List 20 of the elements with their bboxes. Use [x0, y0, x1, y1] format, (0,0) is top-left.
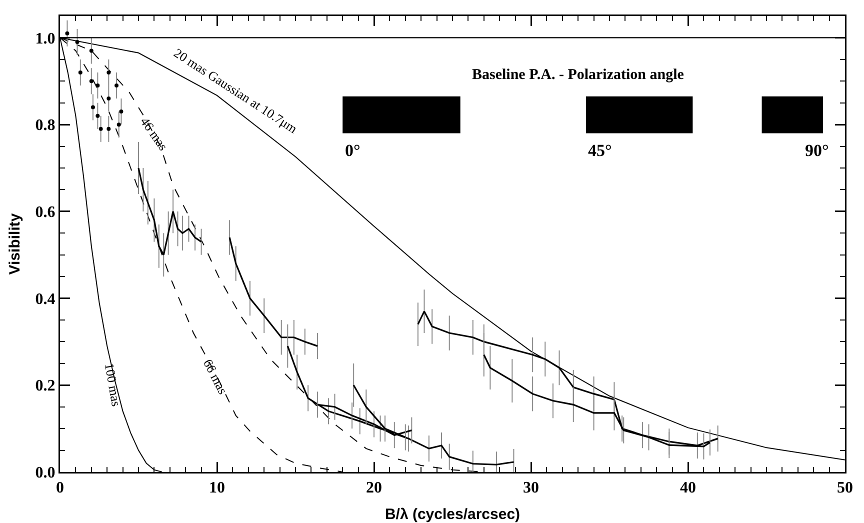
x-tick-label: 30	[523, 480, 539, 497]
y-tick-label: 0.8	[35, 117, 56, 134]
x-axis-title: B/λ (cycles/arcsec)	[384, 506, 520, 523]
y-tick-label: 0.6	[35, 204, 56, 222]
x-tick-label: 20	[366, 480, 382, 497]
y-tick-label: 0.4	[35, 290, 56, 308]
annotation: 90°	[805, 141, 829, 160]
x-tick-label: 40	[680, 480, 696, 497]
x-tick-label: 0	[56, 480, 64, 497]
annotation: 66 mas	[200, 356, 231, 397]
x-tick-label: 10	[209, 480, 225, 497]
annotation: 0°	[345, 141, 360, 160]
y-tick-label: 0.2	[35, 378, 56, 395]
y-tick-label: 1.0	[35, 30, 56, 48]
annotation: Baseline P.A. - Polarization angle	[472, 67, 684, 83]
y-tick-label: 0.0	[35, 464, 56, 482]
x-tick-label: 50	[837, 480, 853, 497]
annotation: 46 mas	[137, 114, 172, 154]
annotation: 45°	[588, 141, 612, 160]
y-axis-title: Visibility	[6, 212, 24, 275]
